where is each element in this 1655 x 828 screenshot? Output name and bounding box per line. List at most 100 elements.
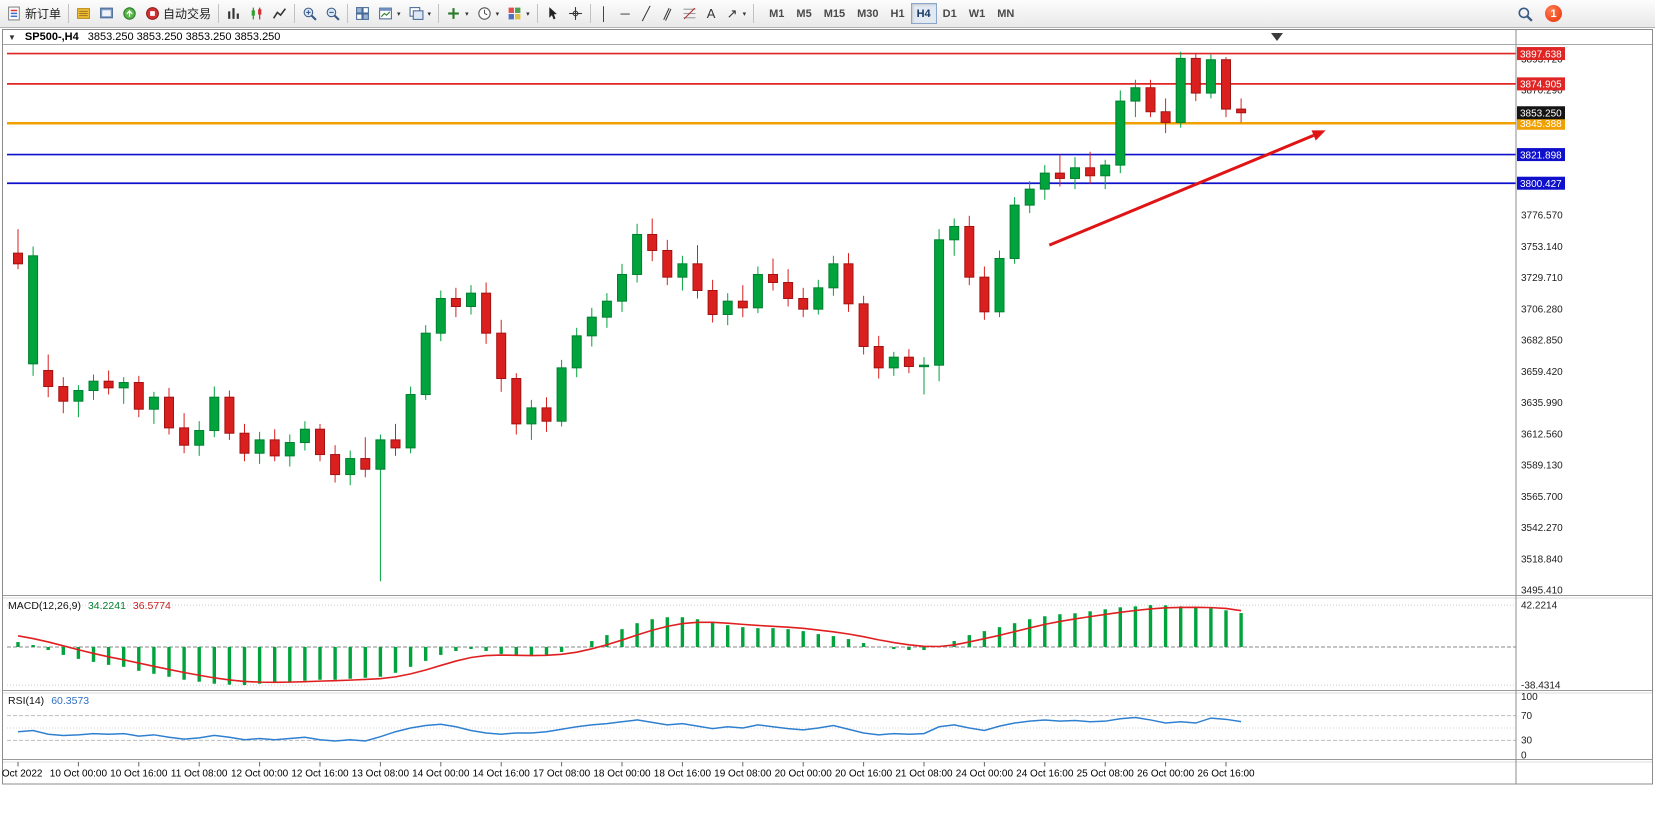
candle (888, 356, 899, 369)
zoom-in-button[interactable] (298, 2, 321, 25)
cursor-button[interactable] (541, 2, 564, 25)
timeframe-m15-button[interactable]: M15 (818, 3, 851, 24)
price-grid-label: 3776.570 (1521, 211, 1563, 222)
time-label: 20 Oct 16:00 (835, 769, 893, 780)
chart-title: ▼ SP500-,H4 3853.250 3853.250 3853.250 3… (8, 31, 280, 43)
time-label: 24 Oct 00:00 (956, 769, 1014, 780)
price-grid-label: 3682.850 (1521, 336, 1563, 347)
timeframe-m5-button[interactable]: M5 (790, 3, 817, 24)
timeframe-mn-button[interactable]: MN (991, 3, 1020, 24)
text-tool-button[interactable]: A (701, 2, 722, 25)
bar-chart-button[interactable] (222, 2, 245, 25)
arrow-tool-icon: ↗ (726, 5, 738, 21)
chart-quote: 3853.250 3853.250 3853.250 3853.250 (87, 31, 281, 43)
periods-button[interactable]: ▾ (473, 2, 504, 25)
candle (194, 430, 205, 446)
data-window-icon (100, 7, 113, 19)
chart-expand-icon[interactable]: ▼ (8, 32, 16, 42)
arrows-tool-button[interactable]: ↗ ▾ (722, 2, 751, 25)
timeframe-w1-button[interactable]: W1 (963, 3, 992, 24)
candle (405, 394, 416, 449)
candle (148, 396, 159, 410)
candle (269, 439, 280, 457)
price-line-badge (1517, 176, 1565, 190)
toolbar-separator (753, 4, 755, 23)
timeframe-h4-button[interactable]: H4 (910, 3, 937, 24)
chart-shift-marker[interactable] (1271, 33, 1283, 41)
timeframe-m30-button[interactable]: M30 (851, 3, 884, 24)
time-label: 24 Oct 16:00 (1016, 769, 1074, 780)
fibonacci-button[interactable] (678, 2, 701, 25)
candle (345, 458, 356, 476)
candle (481, 292, 492, 334)
toolbar-separator (347, 4, 349, 23)
candle (934, 239, 945, 366)
horizontal-line-icon: ─ (620, 5, 630, 21)
market-watch-button[interactable] (72, 2, 95, 25)
chart-profiles-icon (409, 7, 424, 20)
tile-windows-icon (356, 7, 369, 20)
price-grid-label: 3753.140 (1521, 242, 1563, 253)
candle (103, 380, 114, 389)
time-label: 11 Oct 08:00 (171, 769, 228, 780)
crosshair-button[interactable] (564, 2, 587, 25)
candle (692, 263, 703, 291)
candle (979, 276, 990, 313)
line-chart-button[interactable] (268, 2, 291, 25)
candle (1130, 87, 1141, 102)
candle (13, 252, 23, 265)
tile-windows-button[interactable] (351, 2, 374, 25)
rsi-value: 60.3573 (51, 695, 90, 707)
line-chart-icon (272, 8, 287, 19)
candle (1054, 172, 1065, 179)
candlestick-chart-button[interactable] (245, 2, 268, 25)
zoom-out-button[interactable] (321, 2, 344, 25)
candle (1039, 172, 1050, 190)
timeframe-m1-button[interactable]: M1 (763, 3, 790, 24)
price-grid-label: 3659.420 (1521, 367, 1563, 378)
trend-arrow-head[interactable] (1311, 130, 1326, 141)
vertical-line-button[interactable]: │ (594, 2, 615, 25)
time-label: 14 Oct 16:00 (473, 769, 531, 780)
price-grid-label: 3635.990 (1521, 398, 1563, 409)
templates-button[interactable]: ▾ (503, 2, 534, 25)
time-scale[interactable] (7, 762, 1516, 784)
indicators-icon (448, 8, 459, 19)
trendline-button[interactable]: ╱ (636, 2, 657, 25)
timeframe-h1-button[interactable]: H1 (885, 3, 911, 24)
notification-badge[interactable]: 1 (1545, 5, 1562, 22)
search-button[interactable] (1513, 2, 1537, 25)
autotrading-button[interactable]: 自动交易 (141, 2, 215, 25)
price-scale[interactable] (1516, 44, 1654, 762)
macd-label: MACD(12,26,9) (8, 600, 81, 612)
current-price-badge-label: 3853.250 (1520, 109, 1562, 120)
time-label: 19 Oct 08:00 (714, 769, 772, 780)
price-line-badge (1517, 116, 1565, 130)
dropdown-arrow-icon: ▾ (526, 10, 530, 18)
dropdown-arrow-icon: ▾ (742, 10, 747, 18)
candle (662, 249, 673, 278)
navigator-button[interactable] (118, 2, 141, 25)
rsi-scale-label: 70 (1521, 711, 1533, 722)
toolbar-right-group: 1 (1513, 2, 1562, 25)
timeframe-group: M1 M5 M15 M30 H1 H4 D1 W1 MN (763, 3, 1020, 24)
candle (1190, 57, 1201, 94)
autotrading-icon (146, 7, 159, 20)
data-window-button[interactable] (95, 2, 118, 25)
toolbar-separator (294, 4, 296, 23)
candle (58, 386, 69, 402)
chart-profiles-button[interactable]: ▾ (405, 2, 436, 25)
timeframe-d1-button[interactable]: D1 (937, 3, 963, 24)
new-chart-button[interactable]: ▾ (374, 2, 405, 25)
zoom-out-icon (326, 7, 340, 21)
channel-button[interactable]: ∥ (657, 2, 678, 25)
time-label: 26 Oct 00:00 (1137, 769, 1195, 780)
candle (556, 367, 567, 422)
horizontal-line-button[interactable]: ─ (615, 2, 636, 25)
time-label: 12 Oct 16:00 (291, 769, 349, 780)
trend-arrow[interactable] (1048, 134, 1315, 247)
new-order-button[interactable]: 新订单 (3, 2, 65, 25)
indicators-button[interactable]: ▾ (442, 2, 473, 25)
candle (1024, 188, 1035, 206)
